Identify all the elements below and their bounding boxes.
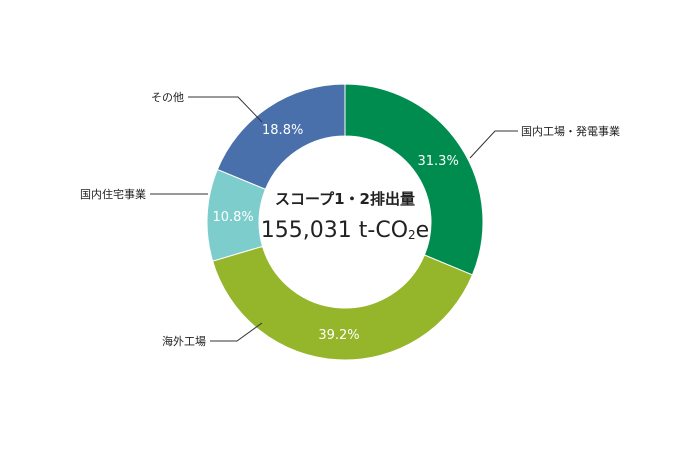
slice-value-label-domestic-plants: 31.3% <box>418 154 459 169</box>
category-label-overseas-plants: 海外工場 <box>162 334 206 348</box>
leader-line-group <box>150 96 518 342</box>
slice-other <box>216 83 346 190</box>
leader-line-overseas-plants <box>210 322 263 342</box>
center-total-subscript: 2 <box>408 228 416 242</box>
slice-value-label-domestic-housing: 10.8% <box>212 210 253 225</box>
slice-value-label-overseas-plants: 39.2% <box>318 328 359 343</box>
center-title: スコープ1・2排出量 <box>275 190 415 208</box>
slice-group <box>206 83 484 361</box>
center-total-suffix: e <box>415 218 430 243</box>
category-label-domestic-housing: 国内住宅事業 <box>80 187 146 201</box>
slice-label-group: 31.3% 39.2% 10.8% 18.8% <box>212 123 458 343</box>
leader-line-domestic-plants <box>469 130 518 159</box>
slice-domestic-plants <box>344 83 484 276</box>
slice-value-label-other: 18.8% <box>262 123 303 138</box>
center-total-value: 155,031 t-CO <box>260 218 409 243</box>
leader-line-other <box>188 96 263 123</box>
category-label-domestic-plants: 国内工場・発電事業 <box>521 124 620 138</box>
slice-overseas-plants <box>212 245 474 361</box>
category-label-other: その他 <box>151 91 184 104</box>
center-total: 155,031 t-CO2e <box>225 218 465 248</box>
